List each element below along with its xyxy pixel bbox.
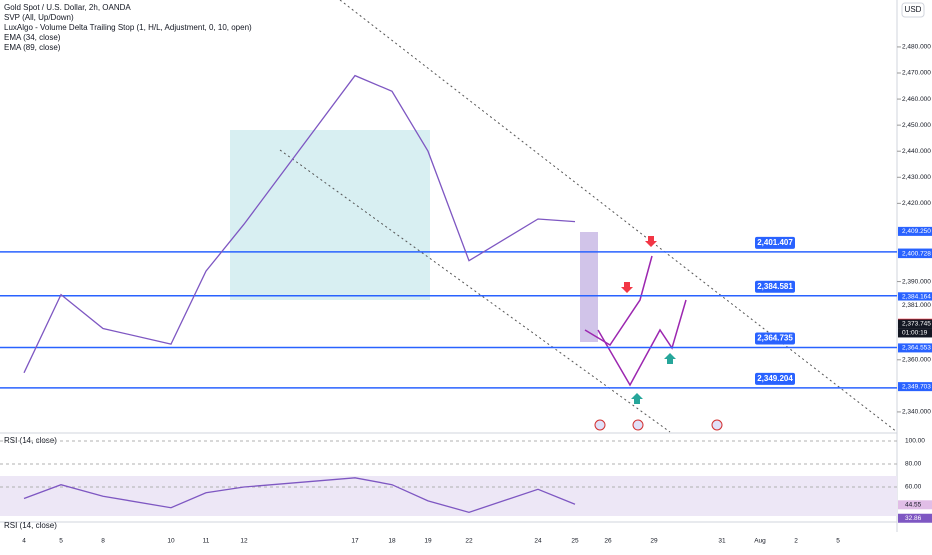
price-tag bbox=[898, 292, 932, 302]
event-icon bbox=[711, 419, 723, 431]
rsi-tag-label: 44.55 bbox=[905, 502, 922, 509]
level-label-bg bbox=[755, 372, 795, 385]
x-tick-label: 12 bbox=[240, 538, 248, 545]
price-tag bbox=[898, 319, 932, 329]
x-tick-label: 26 bbox=[604, 538, 612, 545]
rsi-title: RSI (14, close) bbox=[4, 521, 57, 530]
price-tag-label: 2,364.553 bbox=[902, 345, 931, 352]
y-tick-label: 2,460.000 bbox=[902, 96, 931, 103]
x-tick-label: 5 bbox=[59, 538, 63, 545]
x-tick-label: 24 bbox=[534, 538, 542, 545]
currency-label[interactable]: USD bbox=[905, 5, 922, 14]
x-tick-label: 2 bbox=[794, 538, 798, 545]
volume-profile-box bbox=[230, 130, 430, 300]
y-tick-label: 2,470.000 bbox=[902, 70, 931, 77]
down-arrow bbox=[645, 236, 657, 247]
x-tick-label: 10 bbox=[167, 538, 175, 545]
rsi-tick-label: 60.00 bbox=[905, 484, 922, 491]
x-tick-label: Aug bbox=[754, 538, 766, 545]
countdown: 01:00:19 bbox=[902, 330, 928, 337]
indicator-label: LuxAlgo - Volume Delta Trailing Stop (1,… bbox=[4, 23, 252, 32]
rsi-tag-label: 32.86 bbox=[905, 515, 922, 522]
indicator-label: EMA (89, close) bbox=[4, 43, 61, 52]
rsi-line bbox=[23, 477, 576, 514]
x-tick-label: 18 bbox=[388, 538, 396, 545]
event-icon bbox=[632, 419, 644, 431]
level-label-bg bbox=[755, 332, 795, 345]
up-arrow bbox=[664, 353, 676, 364]
price-tag-label: 2,384.164 bbox=[902, 294, 931, 301]
price-tag-label: 2,400.728 bbox=[902, 250, 931, 257]
price-tag-label: 2,409.250 bbox=[902, 228, 931, 235]
rsi-tick-label: 100.00 bbox=[905, 438, 925, 445]
price-tag bbox=[898, 343, 932, 353]
projection-path bbox=[597, 299, 687, 387]
x-tick-label: 17 bbox=[351, 538, 359, 545]
highlight-box bbox=[580, 232, 598, 342]
rsi-band bbox=[0, 476, 897, 516]
price-tag bbox=[898, 226, 932, 236]
x-tick-label: 22 bbox=[465, 538, 473, 545]
level-label: 2,384.581 bbox=[757, 282, 793, 291]
event-icon bbox=[594, 419, 606, 431]
level-label: 2,349.204 bbox=[757, 374, 793, 383]
indicator-label: EMA (34, close) bbox=[4, 33, 61, 42]
x-tick-label: 25 bbox=[571, 538, 579, 545]
y-tick-label: 2,480.000 bbox=[902, 44, 931, 51]
x-tick-label: 4 bbox=[22, 538, 26, 545]
x-tick-label: 11 bbox=[203, 538, 210, 545]
symbol-title: Gold Spot / U.S. Dollar, 2h, OANDA bbox=[4, 3, 131, 12]
y-tick-label: 2,440.000 bbox=[902, 148, 931, 155]
x-tick-label: 8 bbox=[101, 538, 105, 545]
y-tick-label: 2,420.000 bbox=[902, 200, 931, 207]
price-tag-label: 2,381.000 bbox=[902, 302, 931, 309]
down-arrow bbox=[621, 282, 633, 293]
projection-path bbox=[584, 255, 653, 347]
y-tick-label: 2,340.000 bbox=[902, 409, 931, 416]
countdown-bg bbox=[898, 328, 932, 338]
level-label: 2,401.407 bbox=[757, 238, 793, 247]
level-label-bg bbox=[755, 280, 795, 293]
up-arrow bbox=[631, 393, 643, 404]
level-label: 2,364.735 bbox=[757, 334, 793, 343]
price-tag bbox=[898, 300, 932, 310]
y-tick-label: 2,450.000 bbox=[902, 122, 931, 129]
x-tick-label: 31 bbox=[718, 538, 726, 545]
y-tick-label: 2,360.000 bbox=[902, 357, 931, 364]
rsi-tick-label: 80.00 bbox=[905, 461, 922, 468]
currency-button[interactable] bbox=[901, 2, 925, 18]
x-tick-label: 19 bbox=[424, 538, 432, 545]
x-tick-label: 5 bbox=[836, 538, 840, 545]
y-tick-label: 2,430.000 bbox=[902, 174, 931, 181]
rsi-tag bbox=[898, 513, 932, 523]
price-tag bbox=[898, 249, 932, 259]
y-tick-label: 2,390.000 bbox=[902, 278, 931, 285]
price-line bbox=[23, 74, 576, 374]
price-tag-label: 2,349.703 bbox=[902, 383, 931, 390]
rsi-tag bbox=[898, 500, 932, 510]
x-tick-label: 29 bbox=[650, 538, 658, 545]
price-tag bbox=[898, 382, 932, 392]
trend-line bbox=[279, 149, 671, 433]
level-label-bg bbox=[755, 236, 795, 249]
indicator-label: SVP (All, Up/Down) bbox=[4, 13, 74, 22]
price-tag-label: 2,373.745 bbox=[902, 321, 931, 328]
